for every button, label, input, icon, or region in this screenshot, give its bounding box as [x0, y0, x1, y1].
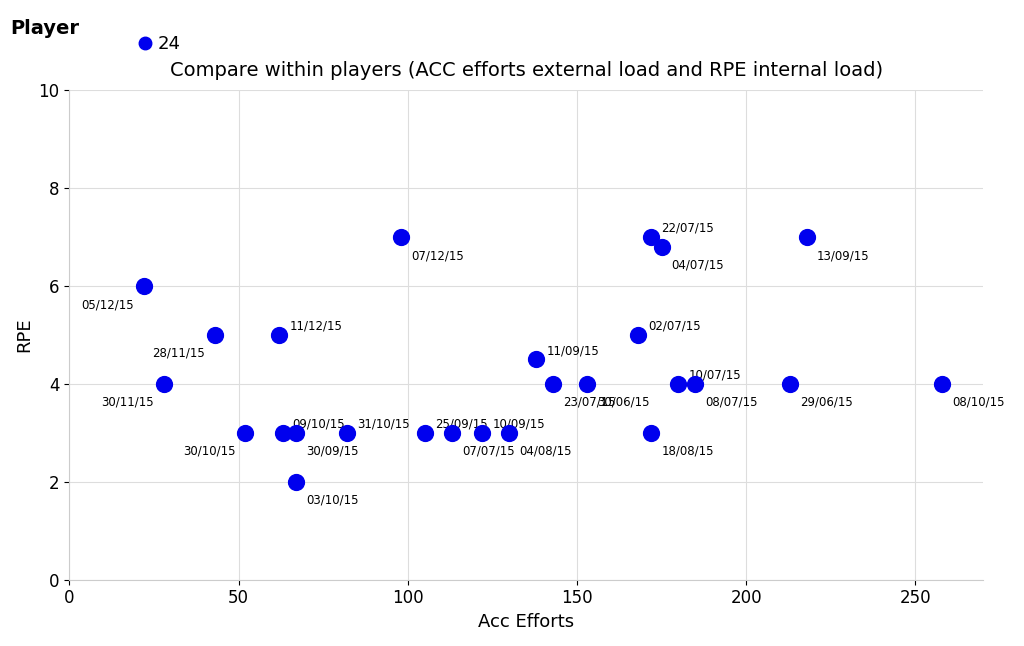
- Point: [156, 379, 172, 389]
- Text: 04/08/15: 04/08/15: [519, 445, 572, 458]
- Text: 11/12/15: 11/12/15: [290, 320, 342, 333]
- Point: [288, 428, 304, 438]
- Point: [643, 232, 659, 242]
- Point: [339, 428, 355, 438]
- Text: 29/06/15: 29/06/15: [800, 396, 853, 409]
- Title: Compare within players (ACC efforts external load and RPE internal load): Compare within players (ACC efforts exte…: [170, 61, 883, 80]
- Text: 11/09/15: 11/09/15: [547, 344, 599, 357]
- Text: 13/09/15: 13/09/15: [817, 249, 869, 262]
- Text: 30/11/15: 30/11/15: [101, 396, 154, 409]
- Text: 05/12/15: 05/12/15: [81, 298, 134, 311]
- Point: [934, 379, 950, 389]
- Point: [443, 428, 460, 438]
- Text: Player: Player: [10, 19, 79, 38]
- Point: [799, 232, 815, 242]
- Point: [207, 329, 223, 340]
- Text: 23/07/15: 23/07/15: [563, 396, 616, 409]
- Text: 10/07/15: 10/07/15: [688, 368, 741, 382]
- Text: 31/10/15: 31/10/15: [357, 417, 410, 430]
- Text: 30/09/15: 30/09/15: [306, 445, 358, 458]
- Point: [135, 281, 152, 291]
- Point: [501, 428, 517, 438]
- Point: [417, 428, 433, 438]
- Legend: 24: 24: [138, 36, 180, 54]
- Point: [687, 379, 703, 389]
- Point: [579, 379, 595, 389]
- Point: [274, 428, 291, 438]
- Text: 30/06/15: 30/06/15: [597, 396, 650, 409]
- Text: 04/07/15: 04/07/15: [672, 259, 724, 272]
- Point: [528, 354, 545, 364]
- Text: 03/10/15: 03/10/15: [306, 494, 358, 507]
- Point: [643, 428, 659, 438]
- Text: 08/07/15: 08/07/15: [706, 396, 758, 409]
- Text: 30/10/15: 30/10/15: [182, 445, 236, 458]
- Text: 10/09/15: 10/09/15: [493, 417, 545, 430]
- Y-axis label: RPE: RPE: [15, 318, 33, 352]
- Text: 18/08/15: 18/08/15: [662, 445, 714, 458]
- Text: 08/10/15: 08/10/15: [952, 396, 1005, 409]
- Text: 07/12/15: 07/12/15: [412, 249, 464, 262]
- Point: [545, 379, 561, 389]
- Text: 28/11/15: 28/11/15: [152, 347, 205, 360]
- Point: [671, 379, 687, 389]
- Text: 07/07/15: 07/07/15: [462, 445, 514, 458]
- Point: [782, 379, 799, 389]
- Point: [288, 477, 304, 487]
- Point: [238, 428, 254, 438]
- Text: 02/07/15: 02/07/15: [648, 320, 700, 333]
- Point: [474, 428, 490, 438]
- Text: 09/10/15: 09/10/15: [293, 417, 345, 430]
- X-axis label: Acc Efforts: Acc Efforts: [478, 613, 574, 631]
- Point: [271, 329, 288, 340]
- Point: [653, 242, 670, 252]
- Point: [393, 232, 410, 242]
- Text: 25/09/15: 25/09/15: [435, 417, 487, 430]
- Text: 22/07/15: 22/07/15: [662, 222, 715, 234]
- Point: [630, 329, 646, 340]
